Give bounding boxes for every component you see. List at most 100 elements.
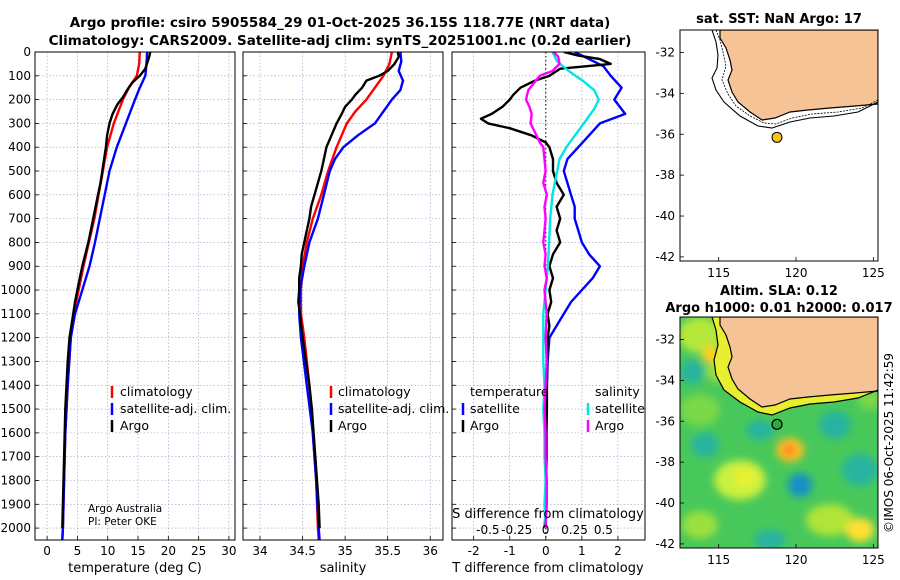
- x-tick-label: 0: [43, 544, 51, 558]
- x-tick-label: -2: [468, 544, 480, 558]
- sla-map-panel: Altim. SLA: 0.12 Argo h1000: 0.01 h2000:…: [655, 284, 892, 567]
- x-tick-label: 10: [100, 544, 115, 558]
- legend-salinity-header: salinity: [595, 384, 640, 399]
- series-argo: [61, 52, 152, 529]
- map-y-tick-label: -42: [655, 250, 675, 264]
- difference-ticks: -2 -1 0 1 2 -0.5 -0.25 0 0.25 0.5: [452, 51, 622, 558]
- legend-t-argo-label: Argo: [470, 418, 499, 433]
- credit-line1: Argo Australia: [88, 503, 162, 515]
- x-tick-label: 35: [337, 544, 352, 558]
- y-tick-label: 100: [8, 69, 31, 83]
- sla-argo-float-marker: [771, 418, 783, 430]
- map-x-tick-label: 120: [785, 266, 808, 280]
- legend-argo-label: Argo: [120, 418, 149, 433]
- y-tick-label: 1900: [0, 497, 31, 511]
- sla-map-frame: [679, 316, 879, 549]
- map-y-tick-label: -40: [655, 209, 675, 223]
- map-x-tick-label: 120: [785, 553, 808, 567]
- salinity-axes-frame: [242, 51, 444, 541]
- x-tick-label: 35.5: [374, 544, 401, 558]
- x-tick-label: 15: [130, 544, 145, 558]
- y-tick-label: 300: [8, 116, 31, 130]
- x2-tick-label: 0.5: [594, 523, 613, 537]
- temperature-grid: [35, 51, 235, 540]
- x-tick-label: 30: [221, 544, 236, 558]
- y-tick-label: 2000: [0, 521, 31, 535]
- sst-map-frame: [679, 29, 879, 262]
- sla-map-ticks: 115 120 125 -32 -34 -36 -38 -40 -42: [655, 332, 884, 567]
- y-tick-label: 600: [8, 188, 31, 202]
- legend-climatology-label: climatology: [338, 384, 411, 399]
- series-satellite-adj-clim-: [298, 52, 405, 540]
- map-y-tick-label: -38: [655, 455, 675, 469]
- difference-series: [479, 52, 627, 529]
- salinity-panel: 34 34.5 35 35.5 36 salinity climatology sate…: [242, 51, 449, 576]
- y-tick-label: 1800: [0, 473, 31, 487]
- y-tick-label: 0: [23, 45, 31, 59]
- map-y-tick-label: -42: [655, 537, 675, 551]
- x-tick-label: 2: [614, 544, 622, 558]
- difference-xlabel: T difference from climatology: [451, 561, 644, 576]
- map-y-tick-label: -36: [655, 414, 675, 428]
- difference-axes-frame: [451, 51, 646, 541]
- difference-panel: -2 -1 0 1 2 -0.5 -0.25 0 0.25 0.5 T difference fr…: [451, 51, 646, 576]
- x-tick-label: 36: [423, 544, 438, 558]
- y-tick-label: 200: [8, 93, 31, 107]
- sst-argo-float-marker: [771, 131, 783, 143]
- sst-map-ticks: 115 120 125 -32 -34 -36 -38 -40 -42: [655, 45, 884, 280]
- map-y-tick-label: -32: [655, 45, 675, 59]
- x-tick-label: -1: [504, 544, 516, 558]
- temperature-panel: 0100200300400500600700800900100011001200…: [0, 45, 236, 576]
- salinity-xlabel: salinity: [320, 561, 367, 576]
- map-x-tick-label: 125: [862, 266, 885, 280]
- sla-map-title-line2: Argo h1000: 0.01 h2000: 0.017: [665, 301, 892, 316]
- y-tick-label: 1300: [0, 354, 31, 368]
- imos-timestamp: ©IMOS 06-Oct-2025 11:42:59: [882, 353, 896, 533]
- sla-heatmap: [680, 317, 878, 548]
- y-tick-label: 700: [8, 212, 31, 226]
- map-y-tick-label: -36: [655, 127, 675, 141]
- legend-s-satellite-label: satellite: [595, 401, 645, 416]
- legend-t-satellite-label: satellite: [470, 401, 520, 416]
- salinity-legend: climatology satellite-adj. clim. Argo: [329, 384, 449, 433]
- y-tick-label: 1000: [0, 283, 31, 297]
- x2-tick-label: 0.25: [561, 523, 588, 537]
- y-tick-label: 900: [8, 259, 31, 273]
- temperature-ticks: 0100200300400500600700800900100011001200…: [0, 45, 236, 558]
- series-argo: [297, 52, 400, 529]
- series-salinity-argo: [524, 52, 561, 529]
- legend-climatology-label: climatology: [120, 384, 193, 399]
- map-x-tick-label: 115: [707, 266, 730, 280]
- map-y-tick-label: -34: [655, 86, 675, 100]
- y-tick-label: 800: [8, 235, 31, 249]
- x-tick-label: 25: [191, 544, 206, 558]
- legend-argo-label: Argo: [338, 418, 367, 433]
- difference-legend: temperature salinity satellite Argo sate…: [461, 384, 645, 433]
- sst-map-shelf-contour: [711, 30, 878, 129]
- salinity-series: [297, 52, 405, 540]
- x-tick-label: 5: [74, 544, 82, 558]
- map-x-tick-label: 115: [707, 553, 730, 567]
- y-tick-label: 1600: [0, 426, 31, 440]
- credit-line2: PI: Peter OKE: [88, 516, 157, 528]
- x-tick-label: 34.5: [289, 544, 316, 558]
- y-tick-label: 1500: [0, 402, 31, 416]
- figure-title-line2: Climatology: CARS2009. Satellite-adj cli…: [49, 33, 632, 49]
- sla-map-contour: [711, 317, 878, 416]
- temperature-legend: climatology satellite-adj. clim. Argo: [110, 384, 231, 433]
- y-tick-label: 1200: [0, 331, 31, 345]
- x2-tick-label: 0: [542, 523, 550, 537]
- map-y-tick-label: -32: [655, 332, 675, 346]
- figure-title-line1: Argo profile: csiro 5905584_29 01-Oct-20…: [70, 15, 611, 31]
- sst-map-land: [719, 30, 878, 121]
- temperature-series: [61, 52, 152, 540]
- map-y-tick-label: -34: [655, 373, 675, 387]
- map-y-tick-label: -38: [655, 168, 675, 182]
- legend-satellite-label: satellite-adj. clim.: [120, 401, 231, 416]
- sla-field-blobs: [680, 317, 878, 548]
- sst-map-title: sat. SST: NaN Argo: 17: [696, 12, 862, 27]
- salinity-ticks: 34 34.5 35 35.5 36: [243, 51, 438, 558]
- map-y-tick-label: -40: [655, 496, 675, 510]
- sst-map-panel: sat. SST: NaN Argo: 17 115 120 125 -32 -34 -3…: [655, 12, 884, 280]
- temperature-axes-frame: [34, 51, 236, 541]
